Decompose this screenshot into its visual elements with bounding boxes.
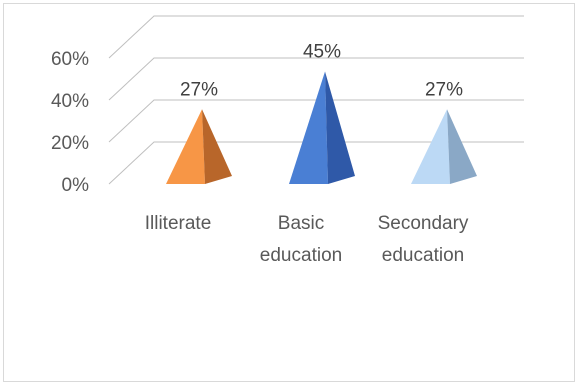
data-label-0: 27% [180, 79, 218, 100]
data-label-1: 45% [303, 42, 341, 63]
pyramid-chart: 0% 20% 40% 60% 27% Illiterate 45% Basic educatio… [51, 15, 524, 266]
pyramid-side-face-1 [325, 71, 355, 184]
gridline-0pct [108, 141, 524, 185]
y-tick-label-40: 40% [51, 91, 89, 112]
category-label-0-0: Illiterate [145, 213, 212, 234]
pyramid-front-face-2 [411, 109, 450, 184]
y-tick-label-20: 20% [51, 133, 89, 154]
y-tick-label-60: 60% [51, 49, 89, 70]
pyramid-front-face-1 [289, 71, 328, 184]
gridline-20pct [108, 99, 524, 143]
y-tick-label-0: 0% [62, 175, 90, 196]
category-label-1-0: Basic [278, 213, 324, 234]
gridline-60pct [108, 15, 524, 59]
category-label-2-0: Secondary [378, 213, 469, 234]
category-label-1-1: education [260, 245, 342, 266]
pyramid-side-face-2 [447, 109, 477, 184]
gridline-40pct [108, 57, 524, 101]
category-label-2-1: education [382, 245, 464, 266]
data-label-2: 27% [425, 79, 463, 100]
pyramid-side-face-0 [202, 109, 232, 184]
pyramid-front-face-0 [166, 109, 205, 184]
chart-frame: 0% 20% 40% 60% 27% Illiterate 45% Basic educatio… [3, 3, 575, 382]
